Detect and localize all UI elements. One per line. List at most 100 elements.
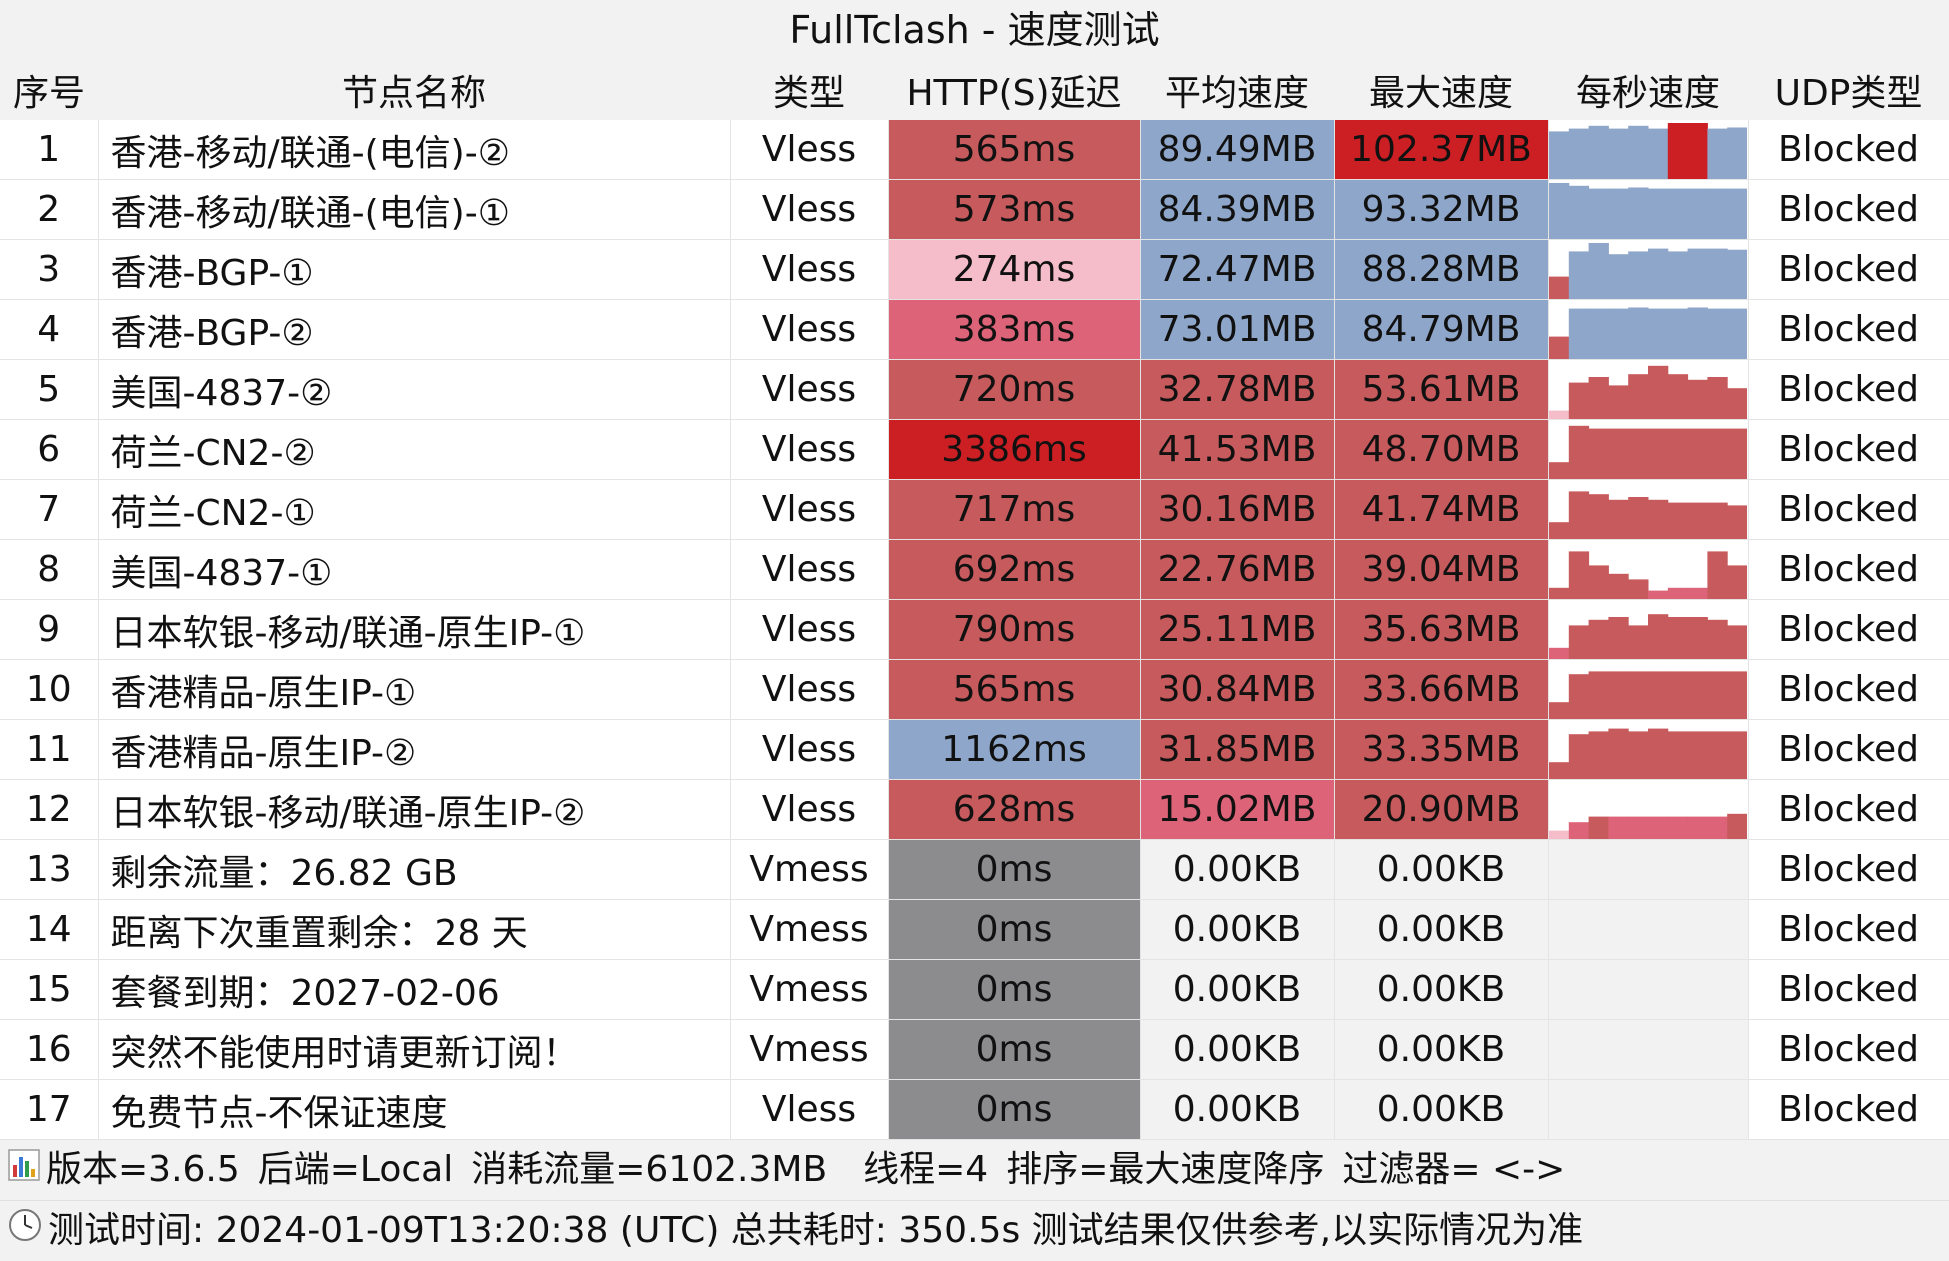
node-type: Vless xyxy=(730,659,889,720)
speed-bar xyxy=(1627,250,1648,299)
max-speed-cell: 84.79MB xyxy=(1334,299,1549,360)
max-speed-cell: 20.90MB xyxy=(1334,779,1549,840)
speed-bar xyxy=(1706,730,1728,779)
speed-bar xyxy=(1726,813,1747,839)
udp-type-cell: Blocked xyxy=(1748,779,1949,840)
speed-bar xyxy=(1706,502,1728,539)
footer-test-time: 测试时间: 2024-01-09T13:20:38 (UTC) 总共耗时: 35… xyxy=(48,1210,1584,1251)
node-name: 距离下次重置剩余：28 天 xyxy=(98,899,731,960)
speed-bar xyxy=(1588,564,1609,599)
speed-bar xyxy=(1647,308,1668,359)
bar-chart-icon xyxy=(8,1140,46,1200)
speed-bar xyxy=(1687,248,1708,299)
row-index: 4 xyxy=(0,299,99,360)
speed-bar xyxy=(1548,647,1569,659)
speed-bar xyxy=(1706,670,1728,719)
speed-bar xyxy=(1706,308,1728,359)
status-footer: 版本=3.6.5 后端=Local 消耗流量=6102.3MB 线程=4 排序=… xyxy=(0,1140,1949,1261)
per-second-speed-chart xyxy=(1548,359,1749,420)
delay-cell: 274ms xyxy=(888,239,1141,300)
speed-bar xyxy=(1568,490,1589,539)
speed-bar xyxy=(1568,624,1589,659)
per-second-speed-chart xyxy=(1548,899,1749,960)
speed-bar xyxy=(1548,461,1569,479)
node-type: Vmess xyxy=(730,959,889,1020)
row-index: 16 xyxy=(0,1019,99,1080)
speed-bar xyxy=(1627,578,1648,599)
speed-bar xyxy=(1548,130,1569,179)
node-name: 荷兰-CN2-② xyxy=(98,419,731,480)
udp-type-cell: Blocked xyxy=(1748,419,1949,480)
node-type: Vmess xyxy=(730,839,889,900)
speed-bar xyxy=(1627,306,1648,359)
max-speed-cell: 0.00KB xyxy=(1334,1079,1549,1140)
speed-bar xyxy=(1726,249,1747,299)
node-name: 剩余流量：26.82 GB xyxy=(98,839,731,900)
row-index: 11 xyxy=(0,719,99,780)
per-second-sparkline xyxy=(1548,613,1747,659)
max-speed-cell: 0.00KB xyxy=(1334,1019,1549,1080)
speed-bar xyxy=(1706,550,1728,599)
max-speed-cell: 88.28MB xyxy=(1334,239,1549,300)
speed-bar xyxy=(1588,730,1609,779)
table-row: 4 香港-BGP-② Vless 383ms 73.01MB 84.79MB Blocked xyxy=(0,299,1949,360)
node-name: 美国-4837-② xyxy=(98,359,731,420)
node-type: Vless xyxy=(730,539,889,600)
speed-bar xyxy=(1647,128,1668,179)
udp-type-cell: Blocked xyxy=(1748,959,1949,1020)
avg-speed-cell: 30.16MB xyxy=(1140,479,1335,540)
row-index: 9 xyxy=(0,599,99,660)
speed-bar xyxy=(1706,376,1728,419)
table-row: 15 套餐到期：2027-02-06 Vmess 0ms 0.00KB 0.00KB Blo… xyxy=(0,959,1949,1020)
avg-speed-cell: 72.47MB xyxy=(1140,239,1335,300)
table-row: 6 荷兰-CN2-② Vless 3386ms 41.53MB 48.70MB Blocke… xyxy=(0,419,1949,480)
speed-bar xyxy=(1607,573,1629,599)
table-row: 8 美国-4837-① Vless 692ms 22.76MB 39.04MB Blocke… xyxy=(0,539,1949,600)
table-row: 2 香港-移动/联通-(电信)-① Vless 573ms 84.39MB 93.32MB… xyxy=(0,179,1949,240)
speed-bar xyxy=(1726,730,1747,779)
row-index: 14 xyxy=(0,899,99,960)
delay-cell: 1162ms xyxy=(888,719,1141,780)
speed-bar xyxy=(1667,616,1688,659)
row-index: 17 xyxy=(0,1079,99,1140)
speed-bar xyxy=(1647,428,1668,479)
speed-bar xyxy=(1687,122,1708,179)
avg-speed-cell: 22.76MB xyxy=(1140,539,1335,600)
per-second-sparkline xyxy=(1548,182,1747,239)
row-index: 1 xyxy=(0,120,99,180)
speed-bar xyxy=(1607,728,1629,779)
header-udp-type: UDP类型 xyxy=(1748,60,1949,120)
delay-cell: 692ms xyxy=(888,539,1141,600)
speed-bar xyxy=(1687,816,1708,839)
per-second-sparkline xyxy=(1548,728,1747,779)
speed-bar xyxy=(1548,701,1569,719)
per-second-speed-chart xyxy=(1548,839,1749,900)
speed-bar xyxy=(1548,521,1569,539)
speed-bar xyxy=(1568,185,1589,239)
row-index: 12 xyxy=(0,779,99,840)
row-index: 13 xyxy=(0,839,99,900)
per-second-speed-chart xyxy=(1548,719,1749,780)
header-avg-speed: 平均速度 xyxy=(1140,60,1334,120)
speed-bar xyxy=(1548,587,1569,599)
row-index: 15 xyxy=(0,959,99,1020)
udp-type-cell: Blocked xyxy=(1748,1019,1949,1080)
speed-bar xyxy=(1588,376,1609,419)
per-second-sparkline xyxy=(1548,242,1747,299)
speed-bar xyxy=(1726,188,1747,239)
per-second-speed-chart xyxy=(1548,419,1749,480)
row-index: 7 xyxy=(0,479,99,540)
speed-bar xyxy=(1647,499,1668,539)
speed-bar xyxy=(1607,384,1629,419)
delay-cell: 573ms xyxy=(888,179,1141,240)
speed-bar xyxy=(1647,613,1668,659)
per-second-sparkline xyxy=(1548,490,1747,539)
speed-bar xyxy=(1607,253,1629,299)
speed-bar xyxy=(1627,428,1648,479)
table-row: 12 日本软银-移动/联通-原生IP-② Vless 628ms 15.02MB 20.9… xyxy=(0,779,1949,840)
node-type: Vless xyxy=(730,359,889,420)
speed-bar xyxy=(1607,816,1629,839)
delay-cell: 790ms xyxy=(888,599,1141,660)
table-row: 3 香港-BGP-① Vless 274ms 72.47MB 88.28MB Blocked xyxy=(0,239,1949,300)
speed-bar xyxy=(1687,616,1708,659)
